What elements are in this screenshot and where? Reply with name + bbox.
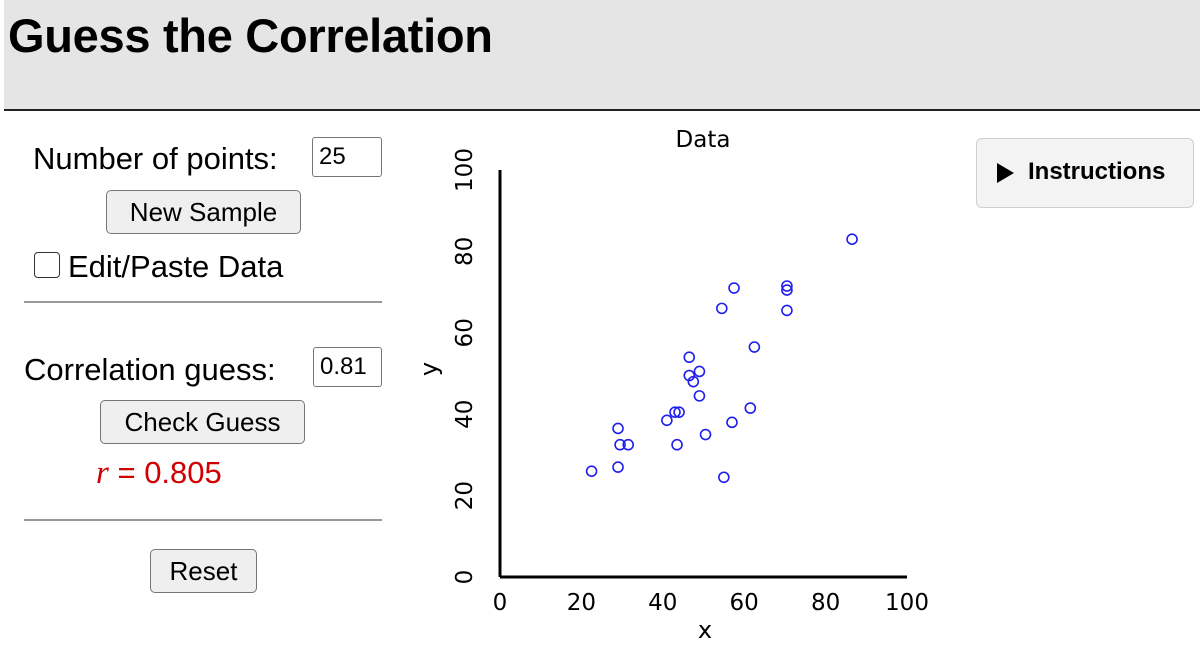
x-tick-label: 80	[811, 590, 840, 616]
edit-paste-checkbox[interactable]	[34, 252, 60, 278]
data-point	[622, 438, 635, 451]
num-points-input[interactable]	[312, 137, 382, 177]
x-tick-label: 40	[648, 590, 677, 616]
data-point	[671, 438, 683, 451]
data-point	[781, 304, 793, 317]
data-point	[716, 302, 728, 315]
instructions-label: Instructions	[1028, 158, 1166, 185]
data-point	[748, 341, 761, 353]
x-axis-label: x	[698, 616, 712, 644]
y-tick-label: 80	[452, 237, 478, 266]
num-points-label: Number of points:	[33, 141, 278, 176]
divider	[24, 519, 382, 521]
result-equals: =	[108, 455, 145, 490]
page-header: Guess the Correlation	[4, 0, 1200, 111]
data-point	[673, 406, 685, 418]
x-tick-label: 100	[885, 590, 929, 616]
data-point	[744, 402, 757, 414]
control-panel: Number of points: New Sample Edit/Paste …	[0, 112, 410, 671]
y-tick-label: 100	[452, 148, 478, 192]
divider	[24, 301, 382, 303]
y-axis-label: y	[415, 362, 443, 376]
data-point	[687, 375, 700, 388]
data-point	[661, 414, 673, 427]
scatter-chart: Data x y 0 20 40 60 80 100 0 20 40 60 80 100	[415, 127, 929, 644]
tick-labels: 0 20 40 60 80 100 0 20 40 60 80 100	[452, 148, 929, 616]
y-tick-label: 40	[452, 400, 478, 429]
data-points	[585, 233, 858, 484]
x-tick-label: 20	[567, 590, 596, 616]
correlation-guess-label: Correlation guess:	[24, 352, 276, 387]
data-point	[683, 351, 696, 364]
data-point	[585, 465, 598, 477]
x-tick-label: 0	[493, 590, 508, 616]
edit-paste-label[interactable]: Edit/Paste Data	[68, 249, 284, 284]
disclosure-triangle-icon	[997, 163, 1014, 183]
data-point	[728, 282, 740, 294]
data-point	[781, 284, 793, 296]
data-point	[726, 416, 738, 429]
x-tick-label: 60	[730, 590, 759, 616]
data-point	[669, 406, 681, 418]
instructions-button[interactable]: Instructions	[976, 138, 1194, 208]
data-point	[718, 471, 730, 484]
data-point	[846, 233, 858, 245]
data-point	[693, 390, 706, 402]
chart-title: Data	[676, 127, 731, 153]
correlation-result: r = 0.805	[96, 455, 222, 492]
y-tick-label: 0	[452, 570, 478, 585]
y-tick-label: 60	[452, 318, 478, 347]
new-sample-button[interactable]: New Sample	[106, 190, 301, 234]
data-point	[614, 438, 626, 451]
result-variable: r	[96, 455, 109, 491]
result-value: 0.805	[144, 455, 222, 490]
data-point	[781, 280, 793, 292]
y-tick-label: 20	[452, 481, 478, 510]
data-point	[693, 365, 706, 378]
reset-button[interactable]: Reset	[150, 549, 257, 593]
data-point	[612, 422, 624, 435]
page-title: Guess the Correlation	[8, 9, 493, 62]
correlation-guess-input[interactable]	[313, 347, 382, 387]
data-point	[612, 461, 624, 473]
check-guess-button[interactable]: Check Guess	[100, 400, 305, 444]
data-point	[699, 428, 712, 441]
